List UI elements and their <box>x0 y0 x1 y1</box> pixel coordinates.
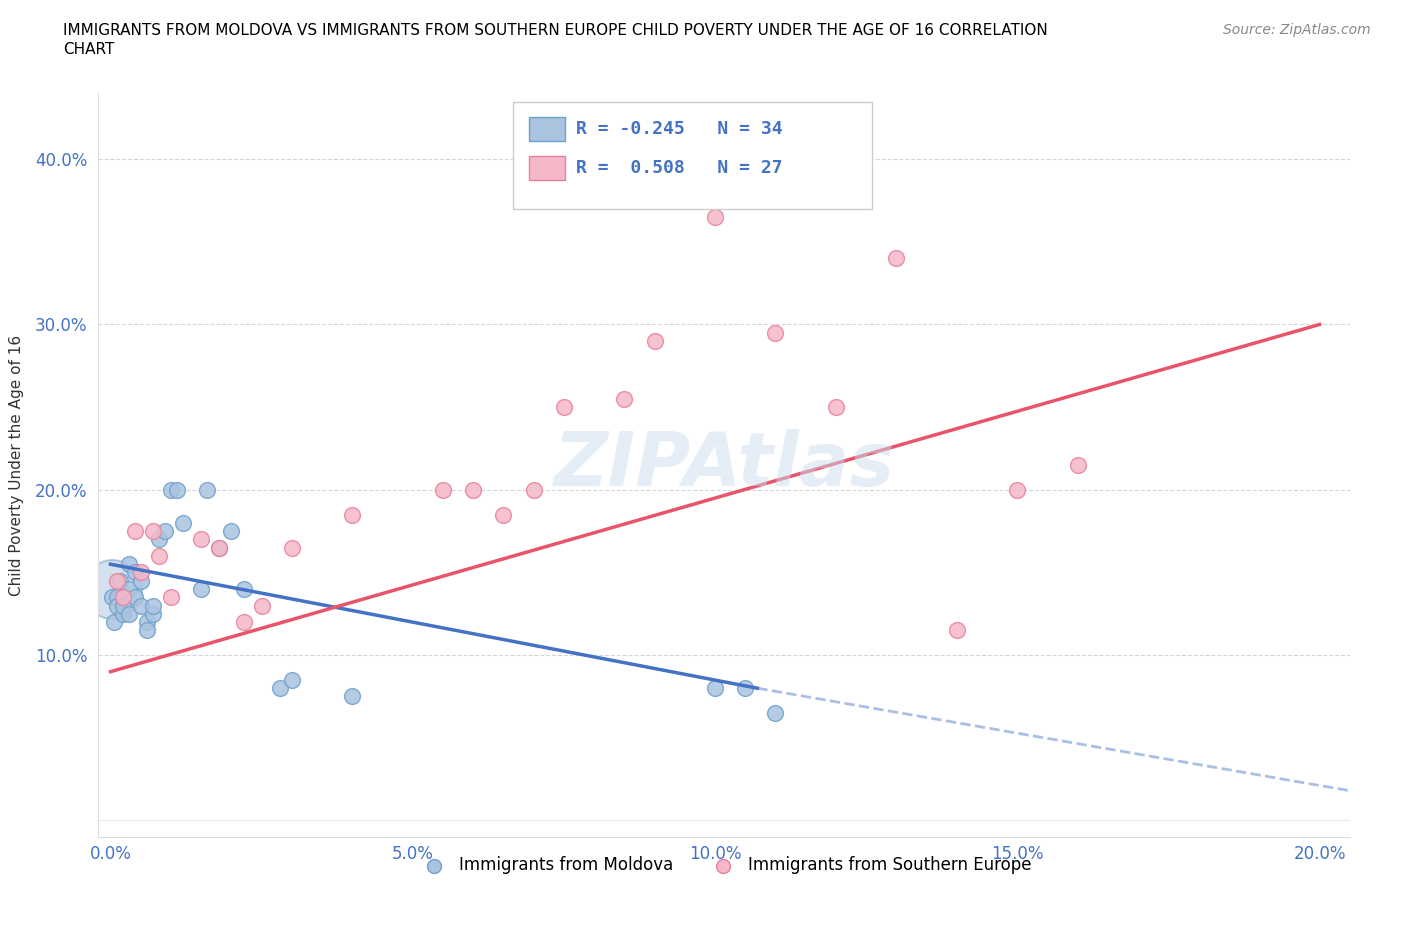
Point <box>148 532 170 547</box>
Point <box>1007 483 1029 498</box>
Point <box>142 524 165 538</box>
Point <box>153 524 176 538</box>
Point <box>765 326 787 340</box>
Point <box>704 681 727 696</box>
Text: R =  0.508   N = 27: R = 0.508 N = 27 <box>576 159 783 178</box>
Point <box>142 598 165 613</box>
Point <box>190 581 212 596</box>
Point <box>432 483 454 498</box>
Point <box>103 615 125 630</box>
Point <box>172 515 194 530</box>
Point <box>208 540 231 555</box>
Point <box>704 209 727 224</box>
Point <box>117 606 139 621</box>
Point <box>232 581 254 596</box>
Point <box>523 483 546 498</box>
Point <box>105 590 128 604</box>
Point <box>124 565 146 580</box>
Point <box>232 615 254 630</box>
Point <box>190 532 212 547</box>
Point <box>148 549 170 564</box>
Point <box>250 598 273 613</box>
Point <box>765 706 787 721</box>
Point <box>734 681 756 696</box>
Point <box>825 400 848 415</box>
Point <box>644 334 666 349</box>
Point <box>342 689 364 704</box>
Point <box>135 615 157 630</box>
Point <box>281 540 304 555</box>
Text: Source: ZipAtlas.com: Source: ZipAtlas.com <box>1223 23 1371 37</box>
Point <box>142 606 165 621</box>
Text: IMMIGRANTS FROM MOLDOVA VS IMMIGRANTS FROM SOUTHERN EUROPE CHILD POVERTY UNDER T: IMMIGRANTS FROM MOLDOVA VS IMMIGRANTS FR… <box>63 23 1047 38</box>
Point <box>124 590 146 604</box>
Point <box>342 507 364 522</box>
Point <box>124 524 146 538</box>
Point <box>281 672 304 687</box>
Point <box>105 573 128 588</box>
Point <box>463 483 485 498</box>
Point <box>108 573 131 588</box>
Text: CHART: CHART <box>63 42 115 57</box>
Point <box>269 681 291 696</box>
Point <box>160 483 183 498</box>
Y-axis label: Child Poverty Under the Age of 16: Child Poverty Under the Age of 16 <box>8 335 24 595</box>
Point <box>111 598 134 613</box>
Point <box>1067 458 1090 472</box>
Point <box>111 606 134 621</box>
Point <box>553 400 575 415</box>
Point <box>166 483 188 498</box>
Point <box>117 557 139 572</box>
Point <box>946 623 969 638</box>
Point <box>886 251 908 266</box>
Point <box>221 524 243 538</box>
Text: ZIPAtlas: ZIPAtlas <box>554 429 894 501</box>
Text: R = -0.245   N = 34: R = -0.245 N = 34 <box>576 120 783 139</box>
Point <box>208 540 231 555</box>
Point <box>101 590 124 604</box>
Point <box>117 581 139 596</box>
Legend: Immigrants from Moldova, Immigrants from Southern Europe: Immigrants from Moldova, Immigrants from… <box>411 849 1038 881</box>
Point <box>160 590 183 604</box>
Point <box>105 598 128 613</box>
Point <box>111 590 134 604</box>
Point <box>129 565 152 580</box>
Point <box>129 598 152 613</box>
Point <box>101 581 124 596</box>
Point <box>195 483 218 498</box>
Point <box>135 623 157 638</box>
Point <box>129 573 152 588</box>
Point <box>492 507 515 522</box>
Point <box>613 392 636 406</box>
